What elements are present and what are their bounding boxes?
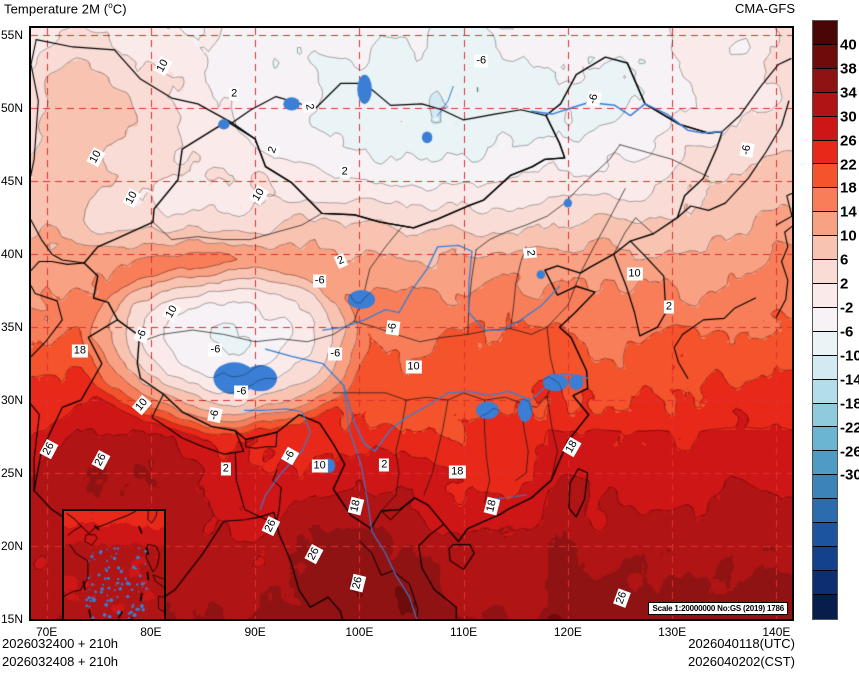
- colorbar-band: [813, 427, 837, 452]
- contour-label: 2: [379, 458, 390, 472]
- lon-tick-label: 120E: [553, 625, 582, 639]
- page-title: Temperature 2M (oC): [4, 1, 127, 16]
- lat-tick-label: 30N: [1, 393, 24, 408]
- lon-tick-label: 90E: [244, 625, 266, 639]
- colorbar-tick-label: -26: [840, 443, 859, 461]
- colorbar-tick-label: 30: [840, 108, 857, 126]
- colorbar-tick-label: 18: [840, 179, 857, 197]
- contour-label: -6: [474, 54, 489, 68]
- lat-tick-label: 20N: [1, 539, 24, 554]
- colorbar-band: [813, 379, 837, 404]
- valid-time-cst: 2026040202(CST): [688, 654, 795, 669]
- colorbar-tick-label: 14: [840, 203, 857, 221]
- contour-label: 2: [229, 87, 240, 101]
- lon-tick-label: 140E: [762, 625, 791, 639]
- colorbar-tick-label: 22: [840, 156, 857, 174]
- inset-canvas: [64, 511, 164, 619]
- contour-label: 2: [663, 300, 674, 314]
- colorbar-band: [813, 283, 837, 308]
- colorbar-tick-label: 2: [840, 275, 849, 293]
- contour-label: 10: [626, 267, 643, 281]
- colorbar-band: [813, 451, 837, 476]
- colorbar-band: [813, 21, 837, 45]
- colorbar-tick-label: -18: [840, 395, 859, 413]
- title-tail-text: C): [112, 1, 127, 17]
- lat-tick-label: 40N: [1, 247, 24, 262]
- contour-label: 2: [339, 165, 350, 179]
- contour-label: 10: [405, 360, 422, 374]
- colorbar-tick-label: -6: [840, 323, 854, 341]
- colorbar-tick-label: 40: [840, 36, 857, 54]
- lat-tick-label: 50N: [1, 101, 24, 116]
- colorbar-band: [813, 546, 837, 571]
- init-time-cst: 2026032408 + 210h: [2, 654, 119, 669]
- lat-tick-label: 15N: [1, 612, 24, 626]
- contour-label: -6: [208, 343, 223, 357]
- colorbar-tick-label: -14: [840, 371, 859, 389]
- colorbar-band: [813, 116, 837, 141]
- colorbar-band: [813, 523, 837, 547]
- lat-tick-label: 25N: [1, 466, 24, 481]
- valid-time-utc: 2026040118(UTC): [688, 636, 795, 651]
- lon-tick-label: 100E: [345, 625, 374, 639]
- model-label: CMA-GFS: [735, 1, 795, 16]
- lat-tick-label: 35N: [1, 320, 24, 335]
- colorbar-tick-label: -22: [840, 419, 859, 437]
- colorbar-band: [813, 140, 837, 165]
- colorbar-tick-label: -30: [840, 466, 859, 484]
- colorbar-band: [813, 188, 837, 213]
- contour-label: 2: [523, 247, 538, 259]
- colorbar-band: [813, 212, 837, 237]
- colorbar-tick-label: 38: [840, 60, 857, 78]
- colorbar-band: [813, 44, 837, 69]
- contour-label: 10: [311, 459, 328, 473]
- contour-label: 18: [449, 465, 466, 479]
- contour-label: -6: [385, 319, 401, 336]
- lon-tick-label: 80E: [140, 625, 162, 639]
- colorbar-band: [813, 236, 837, 261]
- colorbar-band: [813, 68, 837, 93]
- colorbar-tick-label: 10: [840, 227, 857, 245]
- colorbar-band: [813, 164, 837, 189]
- map-frame[interactable]: 10 2 2 -6 -6 -6 2 2 10 10 10 2 2 -6 10 2 10 -6 -6 -6 -6 -6 18 1…: [29, 26, 794, 621]
- lon-tick-label: 70E: [35, 625, 58, 639]
- lon-tick-label: 110E: [450, 625, 478, 639]
- colorbar-band: [813, 594, 837, 619]
- colorbar-band: [813, 355, 837, 380]
- contour-label: -6: [586, 90, 602, 107]
- degree-symbol: o: [108, 1, 113, 10]
- contour-label: 18: [71, 344, 89, 358]
- map-scale-label: Scale 1:20000000 No:GS (2019) 1786: [648, 602, 788, 615]
- colorbar[interactable]: [812, 20, 838, 620]
- colorbar-band: [813, 499, 837, 524]
- init-time-utc: 2026032400 + 210h: [2, 636, 119, 651]
- contour-label: -6: [312, 274, 327, 288]
- contour-label: 2: [220, 462, 231, 476]
- colorbar-band: [813, 403, 837, 428]
- colorbar-band: [813, 307, 837, 332]
- contour-label: -6: [739, 141, 755, 158]
- colorbar-tick-label: 26: [840, 132, 857, 150]
- contour-label: -6: [234, 385, 249, 399]
- colorbar-tick-label: -2: [840, 299, 854, 317]
- colorbar-band: [813, 260, 837, 284]
- lat-tick-label: 55N: [1, 28, 24, 43]
- colorbar-tick-label: 34: [840, 84, 857, 102]
- colorbar-band: [813, 475, 837, 500]
- south-china-sea-inset[interactable]: Scale 1:40000000: [62, 509, 166, 619]
- title-main-text: Temperature 2M (: [4, 1, 109, 17]
- contour-label: -6: [328, 347, 343, 361]
- colorbar-tick-label: 6: [840, 251, 849, 269]
- colorbar-tick-label: -10: [840, 347, 859, 365]
- lon-tick-label: 130E: [658, 625, 687, 639]
- colorbar-band: [813, 331, 837, 356]
- lat-tick-label: 45N: [1, 174, 24, 189]
- colorbar-band: [813, 92, 837, 117]
- colorbar-band: [813, 570, 837, 595]
